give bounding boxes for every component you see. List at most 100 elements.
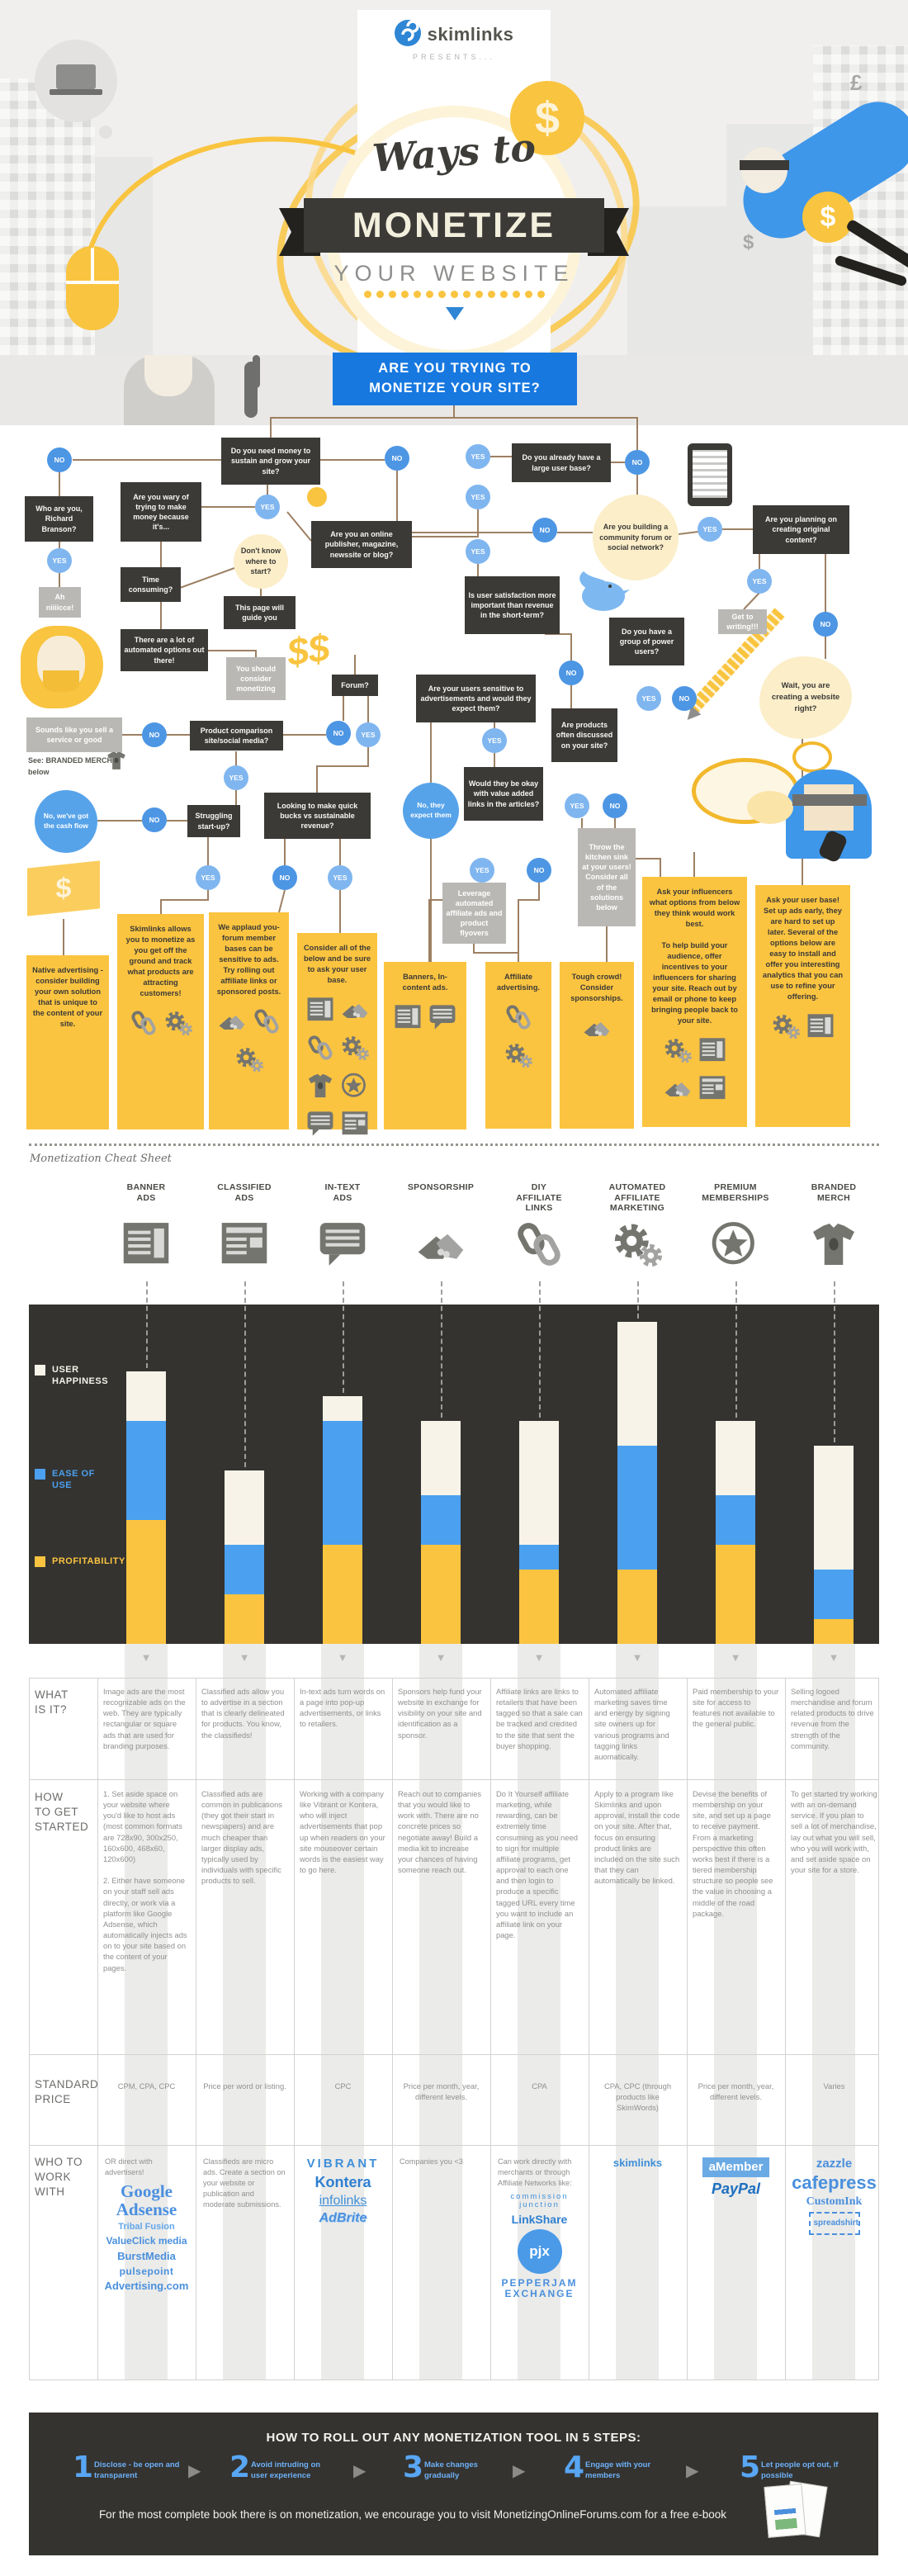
section-divider — [29, 1144, 879, 1146]
legend-ease-of-use: EASE OF USE — [35, 1468, 142, 1492]
flow-result: Leverage automated affiliate ads and pro… — [442, 883, 506, 944]
cell-price: Price per word or listing. — [203, 2081, 286, 2091]
solution-text: Tough crowd! Consider sponsorships. — [570, 973, 623, 1003]
table-col-line — [687, 1678, 688, 2379]
gears-icon — [164, 1009, 192, 1040]
flow-question: Struggling start-up? — [187, 805, 240, 837]
category-classified-icon — [219, 1215, 270, 1273]
column-arrow-icon: ▼ — [239, 1651, 250, 1664]
cell-how-to: Do It Yourself affiliate marketing, whil… — [496, 1789, 579, 1940]
bar-drop-line — [735, 1281, 737, 1418]
table-row-line — [29, 2054, 879, 2055]
solution-box: We applaud you- forum member bases can b… — [209, 912, 289, 1129]
step-label: Disclose - be open and transparent — [94, 2460, 180, 2480]
down-triangle-icon — [446, 307, 464, 320]
cell-how-to: Reach out to companies that you would li… — [398, 1789, 482, 1875]
partner-note: Classifieds are micro ads. Create a sect… — [203, 2157, 286, 2209]
solution-text: Banners, In-content ads. — [402, 973, 448, 992]
table-row-label: HOW TO GET STARTED — [35, 1791, 89, 1834]
solution-icons — [303, 996, 371, 1141]
table-col-line — [392, 1678, 393, 2379]
flow-question: Time consuming? — [121, 567, 181, 602]
solution-box: Affiliate advertising. — [485, 962, 551, 1129]
bar-drop-line — [637, 1281, 639, 1319]
links-icon — [253, 1007, 281, 1039]
partner-logo-advertising-com: Advertising.com — [104, 2280, 189, 2293]
banner-icon — [806, 1012, 835, 1044]
gears-icon — [341, 1034, 369, 1065]
solution-box: Tough crowd! Consider sponsorships. — [560, 962, 634, 1129]
bar-segment-profitability — [323, 1545, 362, 1644]
cell-price: CPA — [532, 2081, 547, 2091]
answer-no: NO — [47, 447, 72, 472]
laptop-icon — [56, 64, 96, 89]
answer-no: NO — [527, 858, 551, 883]
answer-yes: YES — [196, 865, 220, 890]
bar-segment-ease-of-use — [519, 1545, 559, 1570]
flow-question: Are your users sensitive to advertisemen… — [416, 675, 536, 722]
building-far — [627, 206, 726, 355]
category-links-icon — [513, 1215, 565, 1273]
solution-box: Banners, In-content ads. — [384, 962, 466, 1129]
gears-icon — [664, 1036, 692, 1068]
footer-note: For the most complete book there is on m… — [98, 2508, 727, 2521]
legend-label: PROFITABILITY — [52, 1556, 125, 1566]
answer-no: NO — [272, 865, 297, 890]
table-row-line — [29, 1779, 879, 1780]
links-icon — [504, 1003, 532, 1035]
answer-yes: YES — [747, 569, 772, 594]
pointing-finger — [253, 355, 260, 388]
step-label: Avoid intruding on user experience — [251, 2460, 321, 2480]
bar-segment-user-happiness — [814, 1446, 854, 1570]
bar-segment-user-happiness — [421, 1421, 461, 1495]
brand-name: skimlinks — [427, 24, 514, 45]
solution-text: Consider all of the below and be sure to… — [303, 944, 371, 985]
column-stripe — [616, 1644, 659, 2379]
column-arrow-icon: ▼ — [828, 1651, 839, 1664]
flow-question: Are you wary of trying to make money bec… — [121, 482, 201, 542]
answer-yes: YES — [328, 865, 352, 890]
pin-icon — [307, 487, 327, 507]
category-handshake-icon — [415, 1215, 466, 1273]
bar-segment-user-happiness — [617, 1322, 657, 1446]
speech-icon — [428, 1003, 456, 1035]
dollar-sign-bg: $ — [743, 231, 754, 253]
cell-partners: zazzle cafepress CustomInk spreadshirt — [791, 2153, 877, 2375]
banner-icon — [394, 1003, 422, 1035]
bar-segment-user-happiness — [225, 1470, 264, 1545]
solution-box: Ask your user base! Set up ads early, th… — [755, 885, 850, 1127]
partner-logo-google-adsense: Google Adsense — [116, 2181, 177, 2219]
cell-partners: Companies you <3 — [398, 2153, 485, 2375]
step-number: 5 — [740, 2451, 761, 2484]
cell-what-is-it: Image ads are the most recognizable ads … — [103, 1687, 186, 1750]
bar-segment-profitability — [126, 1520, 166, 1644]
cell-price: Price per month, year, different levels. — [698, 2081, 774, 2102]
category-speech-icon — [317, 1215, 368, 1273]
cell-partners: aMember PayPal — [693, 2153, 779, 2375]
cell-what-is-it: Selling logoed merchandise and forum rel… — [791, 1687, 874, 1750]
bar-segment-ease-of-use — [323, 1421, 362, 1545]
cell-partners: skimlinks — [594, 2153, 681, 2375]
brand-row: skimlinks — [330, 19, 578, 50]
classified-icon — [341, 1110, 369, 1141]
bar-segment-ease-of-use — [225, 1545, 264, 1594]
category-label: IN-TEXT ADS — [324, 1182, 361, 1203]
table-row-label: WHAT IS IT? — [35, 1688, 69, 1717]
partner-logo-amember: aMember — [702, 2157, 770, 2177]
answer-yes: YES — [255, 495, 280, 519]
cell-price: Varies — [823, 2081, 845, 2091]
tshirt-icon — [306, 1072, 334, 1103]
table-row-line — [29, 1678, 879, 1679]
partner-logo-cafepress: cafepress — [792, 2171, 877, 2193]
category-gears-icon — [612, 1215, 663, 1273]
table-row-line — [29, 2145, 879, 2146]
solution-text: We applaud you- forum member bases can b… — [216, 923, 281, 997]
solution-icons — [390, 1003, 461, 1035]
solution-icons — [215, 1007, 283, 1077]
ninja-eyeband — [792, 794, 867, 806]
table-row-label: WHO TO WORK WITH — [35, 2156, 83, 2199]
speech-bubble-filled — [747, 791, 793, 824]
table-col-line — [29, 1678, 30, 2379]
cell-what-is-it: In-text ads turn words on a page into po… — [300, 1687, 385, 1729]
